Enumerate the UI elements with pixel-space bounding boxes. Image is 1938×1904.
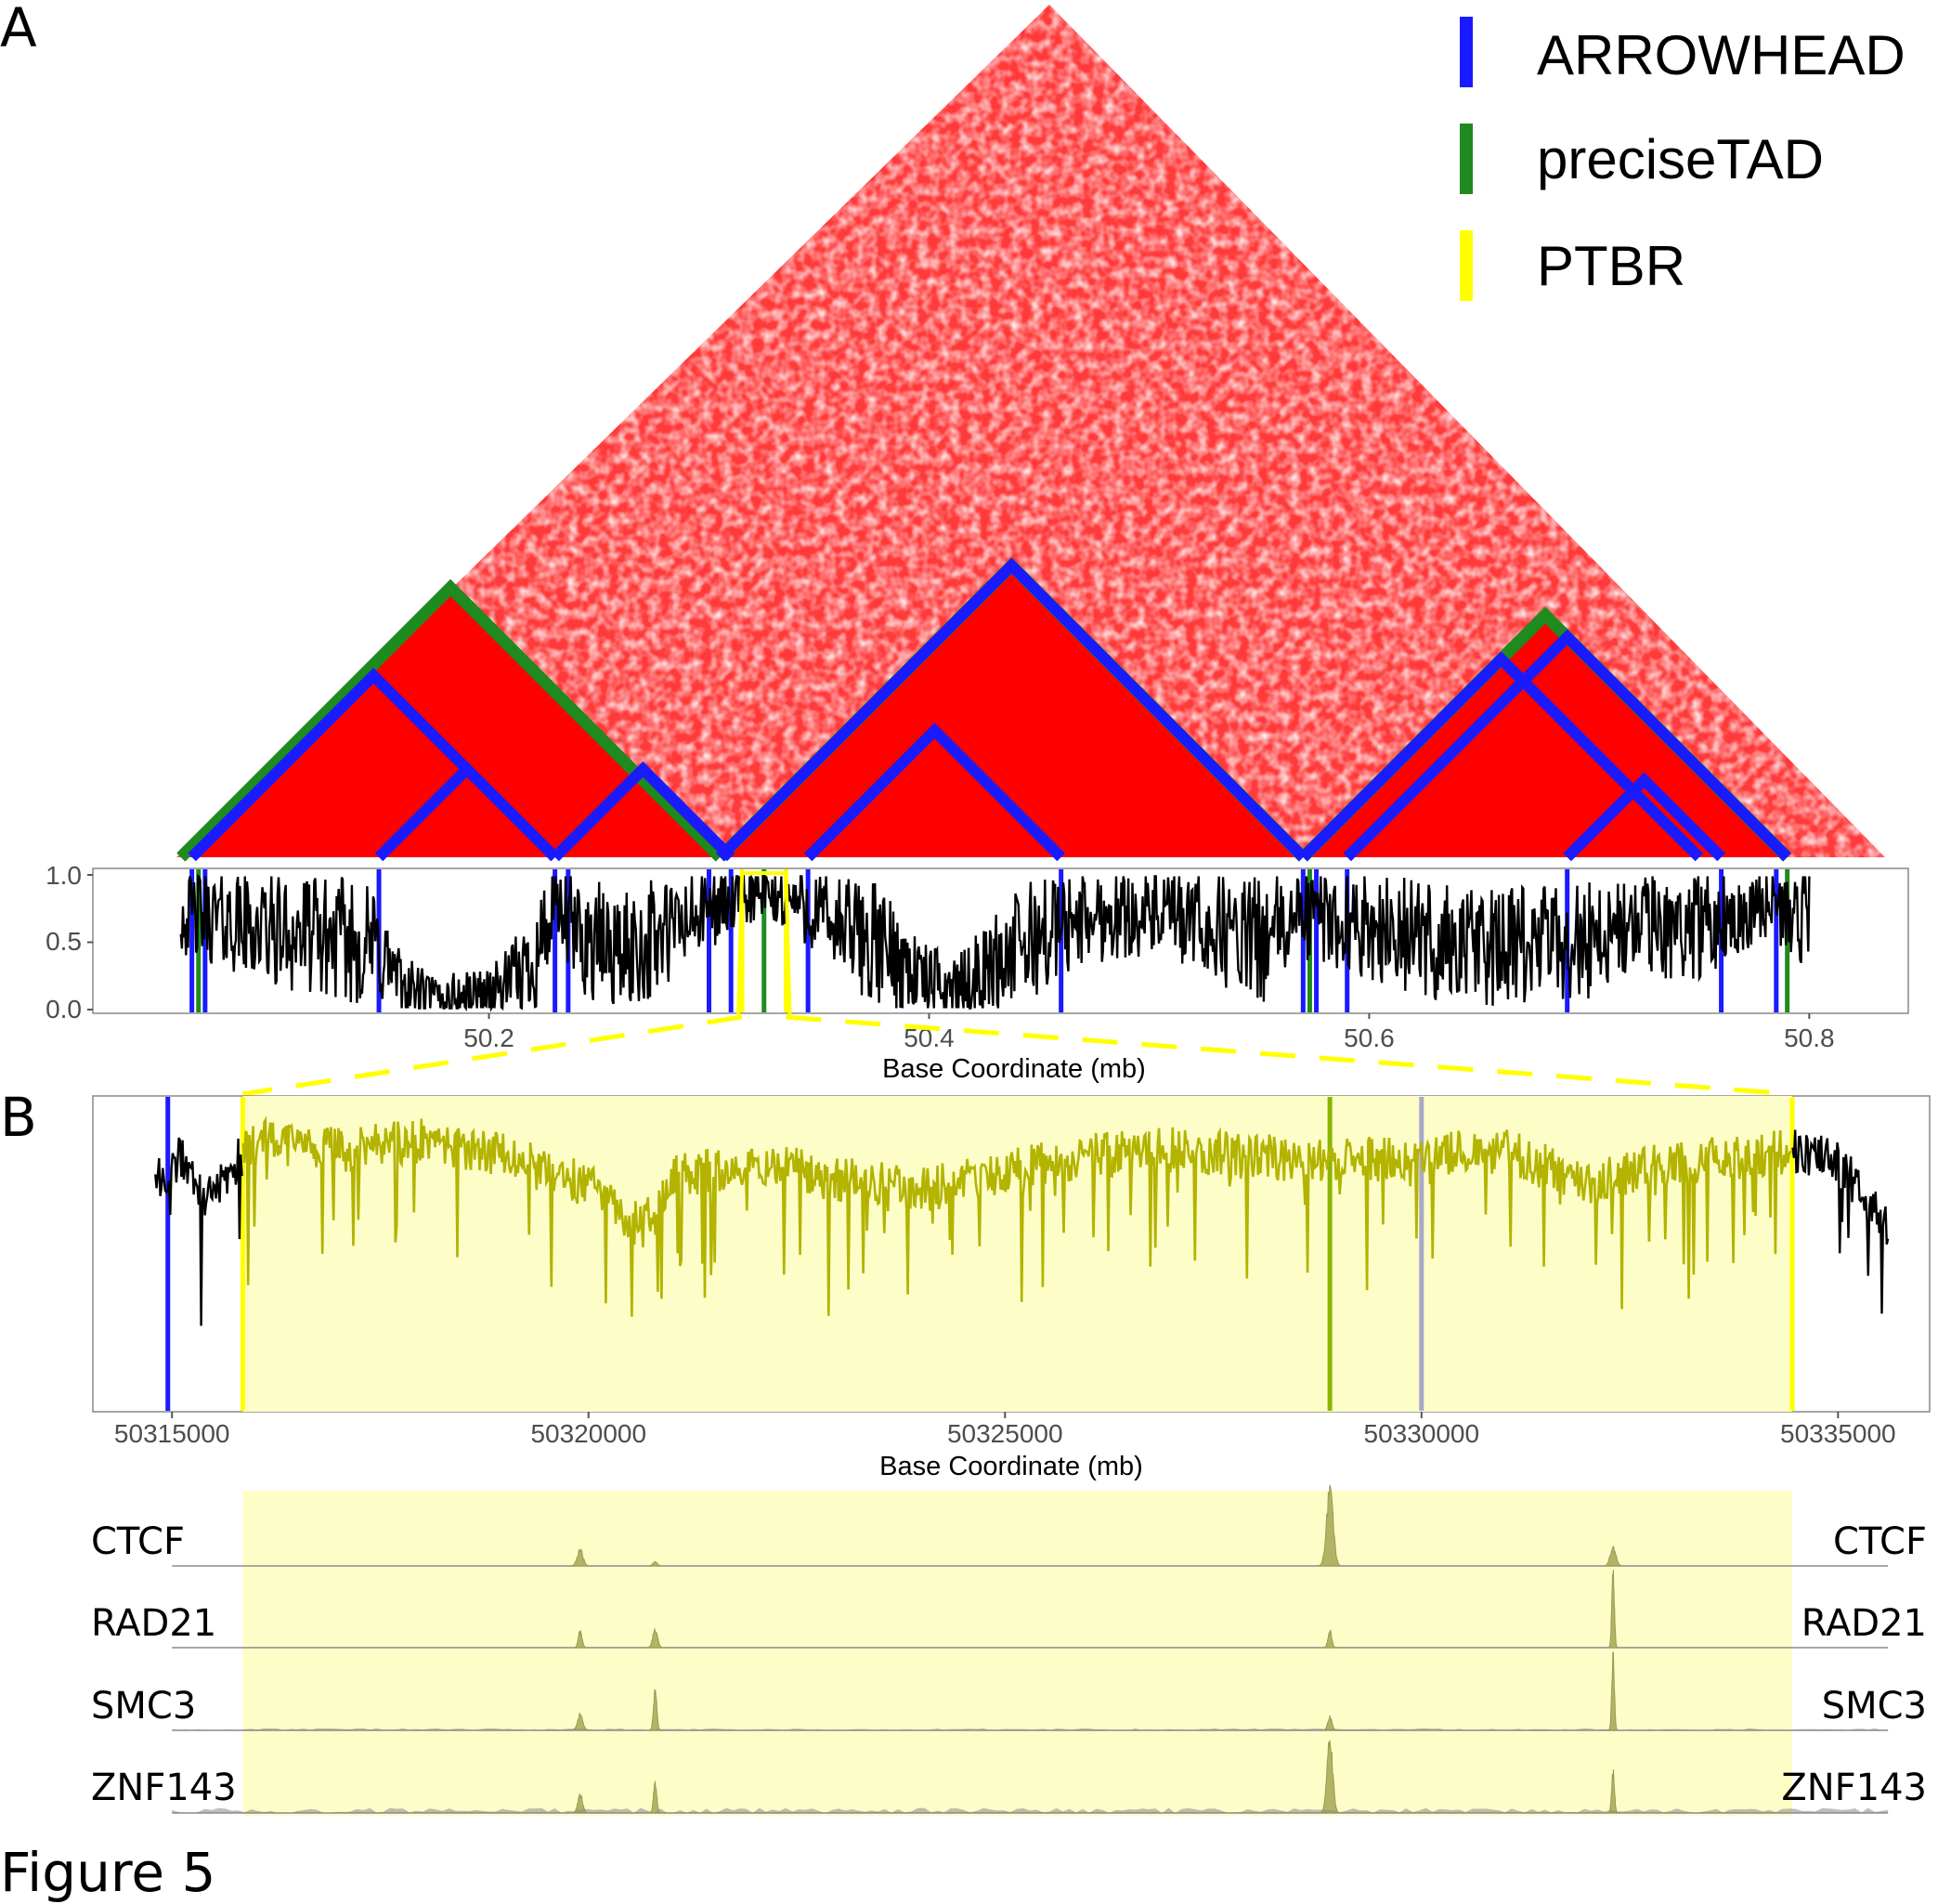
chip-background-signal: [172, 1807, 1889, 1813]
chip-seq-tracks: CTCF CTCF RAD21 RAD21 SMC3 SMC3 ZNF143 Z…: [91, 1484, 1927, 1816]
panel-b-line-track: 50315000 50320000 50325000 50330000 5033…: [92, 1095, 1931, 1481]
legend-label-arrowhead: ARROWHEAD: [1537, 24, 1905, 86]
arrowhead-domain-outline: [716, 557, 1307, 862]
y-tick-label: 1.0: [46, 861, 82, 890]
arrowhead-domain-outline: [1343, 629, 1791, 862]
arrowhead-domain-outline: [374, 761, 559, 862]
domain-outlines: [176, 556, 1792, 862]
chip-track-ctcf: [172, 1484, 1889, 1567]
track-label-right: ZNF143: [1781, 1767, 1927, 1809]
x-tick-label: 50.8: [1784, 1024, 1835, 1052]
chip-peak: [1607, 1569, 1619, 1649]
domain-fill: [808, 730, 1061, 857]
legend-swatch-arrowhead: [1460, 17, 1473, 87]
arrowhead-domain-outline: [803, 723, 1065, 862]
panel-b-letter: B: [0, 1086, 37, 1149]
domain-fill: [720, 566, 1304, 857]
panel-b-x-axis-title: Base Coordinate (mb): [879, 1452, 1143, 1481]
domain-fill: [379, 769, 555, 857]
chip-highlight-region: [242, 1491, 1792, 1816]
chip-track-znf143: [172, 1740, 1889, 1814]
chip-peak: [646, 1627, 664, 1649]
chip-peak: [1322, 1629, 1337, 1649]
zoom-dashed-right: [786, 1014, 1793, 1097]
legend-swatch-ptbr: [1460, 230, 1473, 301]
legend-label-ptbr: PTBR: [1537, 235, 1685, 297]
panel-a-y-axis: 1.0 0.5 0.0: [46, 861, 93, 1024]
zoom-dashed-left: [242, 1014, 743, 1097]
chip-peak: [569, 1547, 591, 1567]
chip-peak: [1603, 1545, 1623, 1567]
track-label-left: ZNF143: [91, 1767, 237, 1809]
track-label-right: CTCF: [1833, 1520, 1927, 1563]
legend-swatch-precisetad: [1460, 124, 1473, 194]
x-tick-label: 50320000: [530, 1419, 646, 1448]
panel-b-signal-highlighted: [241, 1115, 1792, 1317]
panel-b-x-axis: 50315000 50320000 50325000 50330000 5033…: [114, 1412, 1896, 1448]
x-tick-label: 50.2: [463, 1024, 514, 1052]
x-tick-label: 50.6: [1344, 1024, 1395, 1052]
chip-peak: [1318, 1484, 1343, 1567]
arrowhead-domain-outline: [551, 761, 735, 862]
legend: ARROWHEAD preciseTAD PTBR: [1460, 17, 1905, 301]
chip-peak: [1607, 1651, 1619, 1731]
precisetad-domain-outline: [176, 579, 724, 862]
figure-caption: Figure 5: [0, 1841, 215, 1904]
chip-peak: [647, 1560, 663, 1567]
track-label-right: SMC3: [1822, 1685, 1927, 1728]
panel-b-highlight-region: [242, 1096, 1792, 1412]
y-tick-label: 0.5: [46, 927, 82, 956]
panel-b-signal-outside: [154, 1129, 1890, 1326]
chip-peak: [573, 1630, 588, 1649]
arrowhead-domain-outline: [1563, 772, 1725, 862]
zoom-bracket: [736, 871, 792, 1016]
chip-background-signal: [172, 1728, 1889, 1730]
track-label-left: CTCF: [91, 1520, 185, 1563]
panel-a-x-axis-title: Base Coordinate (mb): [882, 1054, 1146, 1084]
chip-track-smc3: [172, 1651, 1889, 1731]
track-label-left: RAD21: [91, 1602, 216, 1645]
y-tick-label: 0.0: [46, 995, 82, 1024]
x-tick-label: 50330000: [1364, 1419, 1480, 1448]
domain-fill: [554, 769, 732, 857]
x-tick-label: 50335000: [1780, 1419, 1896, 1448]
x-tick-label: 50315000: [114, 1419, 230, 1448]
panel-a-line-track: 1.0 0.5 0.0 50.2 50.4 50.6 50.8 Base Coo…: [46, 861, 1909, 1084]
track-label-right: RAD21: [1801, 1602, 1927, 1645]
x-tick-label: 50325000: [947, 1419, 1063, 1448]
panel-a-letter: A: [0, 0, 37, 59]
domain-fill: [1346, 637, 1788, 857]
chip-track-rad21: [172, 1569, 1889, 1649]
track-label-left: SMC3: [91, 1685, 196, 1728]
legend-label-precisetad: preciseTAD: [1537, 128, 1824, 190]
panel-a-signal-line: [179, 873, 1811, 1012]
zoom-connector: [242, 871, 1793, 1097]
